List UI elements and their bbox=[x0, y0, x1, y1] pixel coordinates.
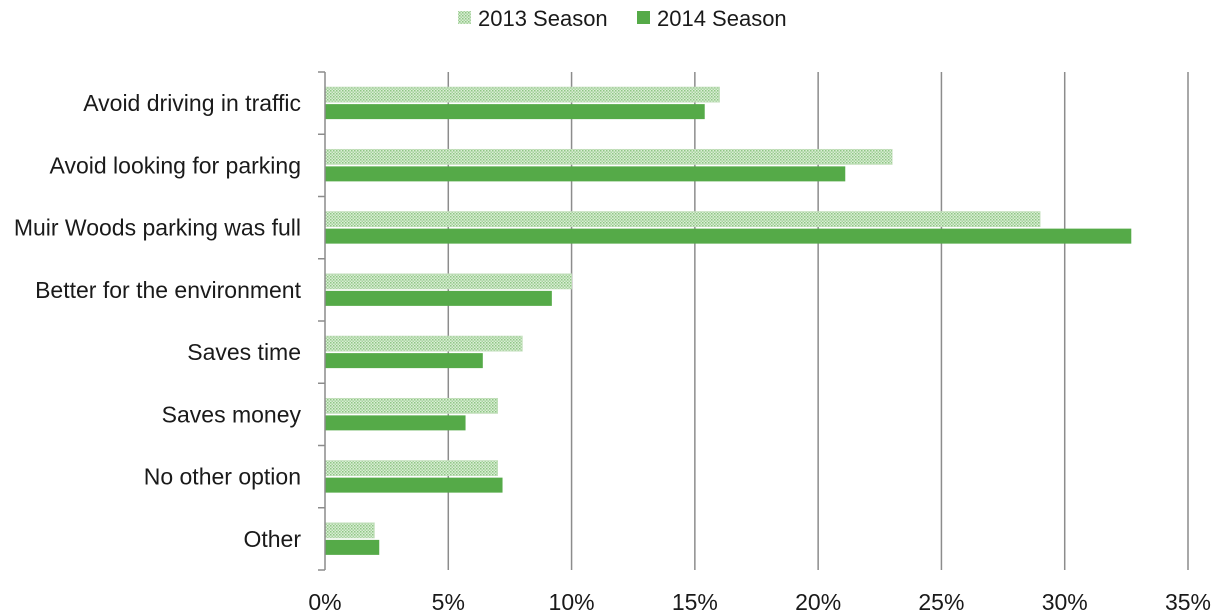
bar-2014-season-5 bbox=[325, 353, 483, 369]
x-tick-labels: 0% 5% 10% 15% 20% 25% 30% 35% bbox=[308, 589, 1211, 615]
x-tick-label: 0% bbox=[308, 589, 341, 615]
bar-2013-season-2 bbox=[324, 148, 893, 165]
bar-2013-season-7 bbox=[324, 460, 499, 477]
bar-2014-season-8 bbox=[325, 539, 380, 555]
category-label: Avoid looking for parking bbox=[50, 152, 301, 178]
category-label: Other bbox=[243, 526, 301, 552]
legend-swatch-2013-season bbox=[458, 11, 471, 24]
x-tick-label: 20% bbox=[795, 589, 841, 615]
axes bbox=[318, 71, 326, 571]
x-tick-label: 35% bbox=[1165, 589, 1211, 615]
legend-swatch-2014-season bbox=[637, 11, 650, 24]
legend-label: 2014 Season bbox=[657, 6, 787, 31]
x-tick-label: 5% bbox=[432, 589, 465, 615]
x-tick-label: 10% bbox=[549, 589, 595, 615]
category-labels: Avoid driving in traffic Avoid looking fo… bbox=[14, 90, 302, 552]
x-tick-label: 30% bbox=[1042, 589, 1088, 615]
legend-label: 2013 Season bbox=[478, 6, 608, 31]
category-label: Muir Woods parking was full bbox=[14, 215, 301, 241]
gridlines bbox=[447, 72, 1189, 570]
bar-2013-season-5 bbox=[324, 335, 523, 352]
bar-2014-season-4 bbox=[325, 290, 552, 306]
category-label: Better for the environment bbox=[35, 277, 302, 303]
category-label: Avoid driving in traffic bbox=[83, 90, 301, 116]
category-label: Saves money bbox=[162, 401, 302, 427]
bar-2013-season-6 bbox=[324, 397, 499, 414]
bar-2014-season-1 bbox=[325, 104, 705, 120]
legend: 2013 Season 2014 Season bbox=[458, 6, 787, 31]
x-tick-label: 25% bbox=[918, 589, 964, 615]
x-tick-label: 15% bbox=[672, 589, 718, 615]
bar-2014-season-6 bbox=[325, 415, 466, 431]
bar-2014-season-2 bbox=[325, 166, 846, 182]
bar-2013-season-4 bbox=[324, 273, 572, 290]
bar-2013-season-8 bbox=[324, 522, 375, 539]
category-label: No other option bbox=[144, 464, 301, 490]
category-label: Saves time bbox=[187, 339, 301, 365]
bars bbox=[324, 86, 1132, 555]
bar-2013-season-1 bbox=[324, 86, 720, 103]
bar-2014-season-7 bbox=[325, 477, 503, 493]
bar-2014-season-3 bbox=[325, 228, 1132, 244]
bar-2013-season-3 bbox=[324, 211, 1041, 228]
